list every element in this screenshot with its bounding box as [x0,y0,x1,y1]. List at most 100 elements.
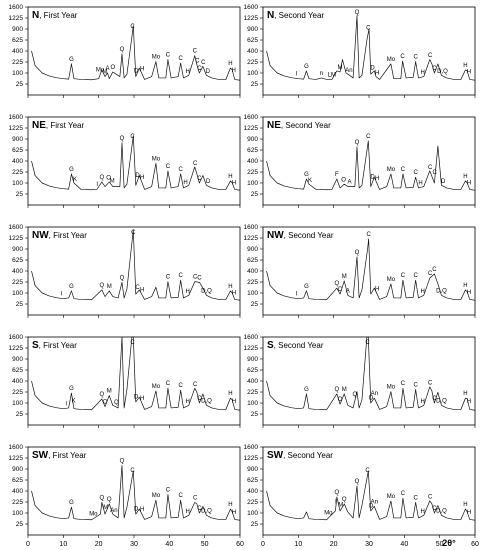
peak-label: H [140,507,144,513]
peak-label: M [107,388,112,394]
peak-label: I [296,71,298,77]
peak-label: C [193,496,198,502]
y-tick-label: 1600 [244,114,259,121]
peak-label: G [304,284,309,290]
peak-label: C [193,161,198,167]
peak-label: C [366,134,371,140]
peak-label: Q [355,10,360,16]
peak-label: C [428,494,433,500]
y-tick-label: 225 [12,389,23,396]
peak-label: Q [342,497,347,503]
peak-label: H [467,399,471,405]
peak-label: Q [107,497,112,503]
y-tick-label: 900 [12,466,23,473]
y-tick-label: 900 [12,246,23,253]
y-tick-label: 25 [16,81,24,88]
peak-label: C [197,275,202,281]
peak-label: H [375,176,379,182]
peak-label: D [206,179,211,185]
peak-label: A [346,288,350,294]
y-tick-label: 25 [16,301,24,308]
peak-label: F [335,172,339,178]
peak-label: D [134,69,139,75]
peak-label: Mo [387,494,396,500]
peak-label: H [140,287,144,293]
peak-label: H [463,283,467,289]
peak-label: G [69,386,74,392]
peak-label: C [178,167,183,173]
peak-label: I [65,401,67,407]
peak-label: H [140,396,144,402]
y-tick-label: 100 [12,180,23,187]
panel-title: NE, First Year [32,120,84,131]
diffraction-trace [31,336,241,411]
peak-label: D,Q [201,288,212,294]
peak-label: H [375,286,379,292]
peak-label: H [232,180,236,186]
peak-label: Q [335,281,340,287]
panel-frame [27,446,241,536]
y-tick-label: 225 [247,499,258,506]
peak-label: G [69,284,74,290]
x-tick-label: 0 [261,541,265,548]
peak-label: K [73,177,77,183]
peak-label: H [186,399,190,405]
diffraction-trace [266,470,476,521]
peak-label: C [428,381,433,387]
peak-label: H [418,180,422,186]
y-tick-label: 100 [12,290,23,297]
peak-label: I [61,291,63,297]
peak-label: Q [100,392,105,398]
y-tick-label: 25 [16,521,24,528]
y-tick-label: 400 [247,48,258,55]
peak-label: Q [355,250,360,256]
peak-label: O [103,400,108,406]
peak-label: G [304,387,309,393]
peak-label: C [166,381,171,387]
peak-label: Mo [387,57,396,63]
peak-label: D,Q [201,508,212,514]
y-tick-label: 225 [247,279,258,286]
peak-label: Mo [387,277,396,283]
y-tick-label: 1225 [244,235,259,242]
y-tick-label: 1225 [244,15,259,22]
peak-label: C [433,170,438,176]
panel-frame [262,6,476,96]
y-tick-label: 1600 [9,224,24,231]
y-tick-label: 900 [12,26,23,33]
y-tick-label: 400 [12,158,23,165]
diffraction-trace [31,135,241,191]
peak-label: H [421,509,425,515]
peak-label: A [348,180,352,186]
y-tick-label: 625 [12,477,23,484]
peak-label: H [463,391,467,397]
peak-label: H [228,284,232,290]
peak-label: C [130,134,135,140]
panel-frame [262,446,476,536]
x-tick-label: 10 [59,541,67,548]
peak-label: C [130,468,135,474]
y-tick-label: 625 [12,257,23,264]
peak-label: C [338,287,343,293]
peak-label: D [370,65,375,71]
x-tick-label: 30 [130,541,138,548]
peak-label: C [166,53,171,59]
panel-title: NW, Second Year [267,230,334,241]
peak-label: H [186,289,190,295]
diffraction-trace [31,25,241,81]
peak-label: H [228,174,232,180]
peak-label: C [428,53,433,59]
peak-label: O [106,176,111,182]
peak-label: C [193,382,198,388]
diffraction-trace [31,229,241,301]
peak-label: H [375,70,379,76]
y-tick-label: 225 [12,279,23,286]
peak-label: C [365,340,370,346]
panel-title: S, Second Year [267,340,324,351]
y-tick-label: 100 [247,290,258,297]
y-tick-label: 100 [247,510,258,517]
y-tick-label: 1225 [9,235,24,242]
panel-title: SW, First Year [32,450,87,461]
